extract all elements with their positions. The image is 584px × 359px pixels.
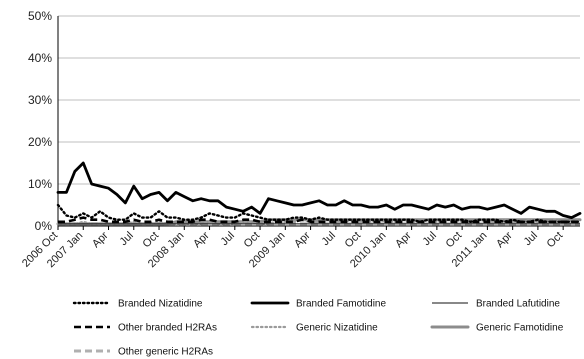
- legend-label: Branded Famotidine: [296, 299, 386, 310]
- legend-item-generic-famotidine: Generic Famotidine: [430, 323, 564, 334]
- y-tick-label: 40%: [28, 51, 52, 65]
- y-axis-ticks: 0% 10% 20% 30% 40% 50%: [28, 9, 52, 233]
- axes: [57, 16, 580, 230]
- series-line-other-branded-h2ras: [58, 216, 580, 224]
- y-tick-label: 50%: [28, 9, 52, 23]
- y-tick-label: 0%: [35, 219, 53, 233]
- legend-item-branded-famotidine: Branded Famotidine: [250, 299, 386, 310]
- series-line-branded-nizatidine: [56, 203, 582, 223]
- y-tick-label: 10%: [28, 177, 52, 191]
- gridlines: [58, 15, 580, 185]
- x-tick-label: Apr: [494, 229, 515, 250]
- x-tick-label: Jul: [421, 230, 439, 248]
- y-tick-label: 30%: [28, 93, 52, 107]
- x-tick-label: Jul: [117, 230, 135, 248]
- x-tick-label: Oct: [242, 230, 263, 251]
- legend-label: Branded Nizatidine: [118, 299, 203, 310]
- x-tick-label: Jul: [522, 230, 540, 248]
- x-tick-label: Apr: [292, 229, 313, 250]
- series-line-branded-famotidine: [56, 161, 582, 219]
- series-lines: [56, 161, 582, 226]
- legend-label: Branded Lafutidine: [476, 299, 560, 310]
- x-tick-label: Oct: [545, 230, 566, 251]
- legend-item-other-generic-h2ras: Other generic H2RAs: [74, 347, 213, 358]
- x-tick-label: Apr: [191, 229, 212, 250]
- legend-label: Generic Famotidine: [476, 323, 564, 334]
- legend-item-other-branded-h2ras: Other branded H2RAs: [74, 323, 217, 334]
- legend-item-generic-nizatidine: Generic Nizatidine: [250, 323, 378, 334]
- x-tick-label: Jul: [218, 230, 236, 248]
- x-tick-label: Oct: [141, 230, 162, 251]
- legend-label: Other branded H2RAs: [118, 323, 217, 334]
- x-tick-label: Oct: [343, 230, 364, 251]
- y-tick-label: 20%: [28, 135, 52, 149]
- legend-label: Generic Nizatidine: [296, 323, 378, 334]
- legend-item-branded-nizatidine: Branded Nizatidine: [72, 299, 203, 310]
- legend-label: Other generic H2RAs: [118, 347, 213, 358]
- x-tick-label: Apr: [90, 229, 111, 250]
- x-tick-label: Apr: [393, 229, 414, 250]
- legend: Branded Nizatidine Branded Famotidine Bran…: [72, 299, 564, 358]
- legend-item-branded-lafutidine: Branded Lafutidine: [432, 299, 560, 310]
- x-tick-label: Oct: [444, 230, 465, 251]
- x-tick-label: Jul: [320, 230, 338, 248]
